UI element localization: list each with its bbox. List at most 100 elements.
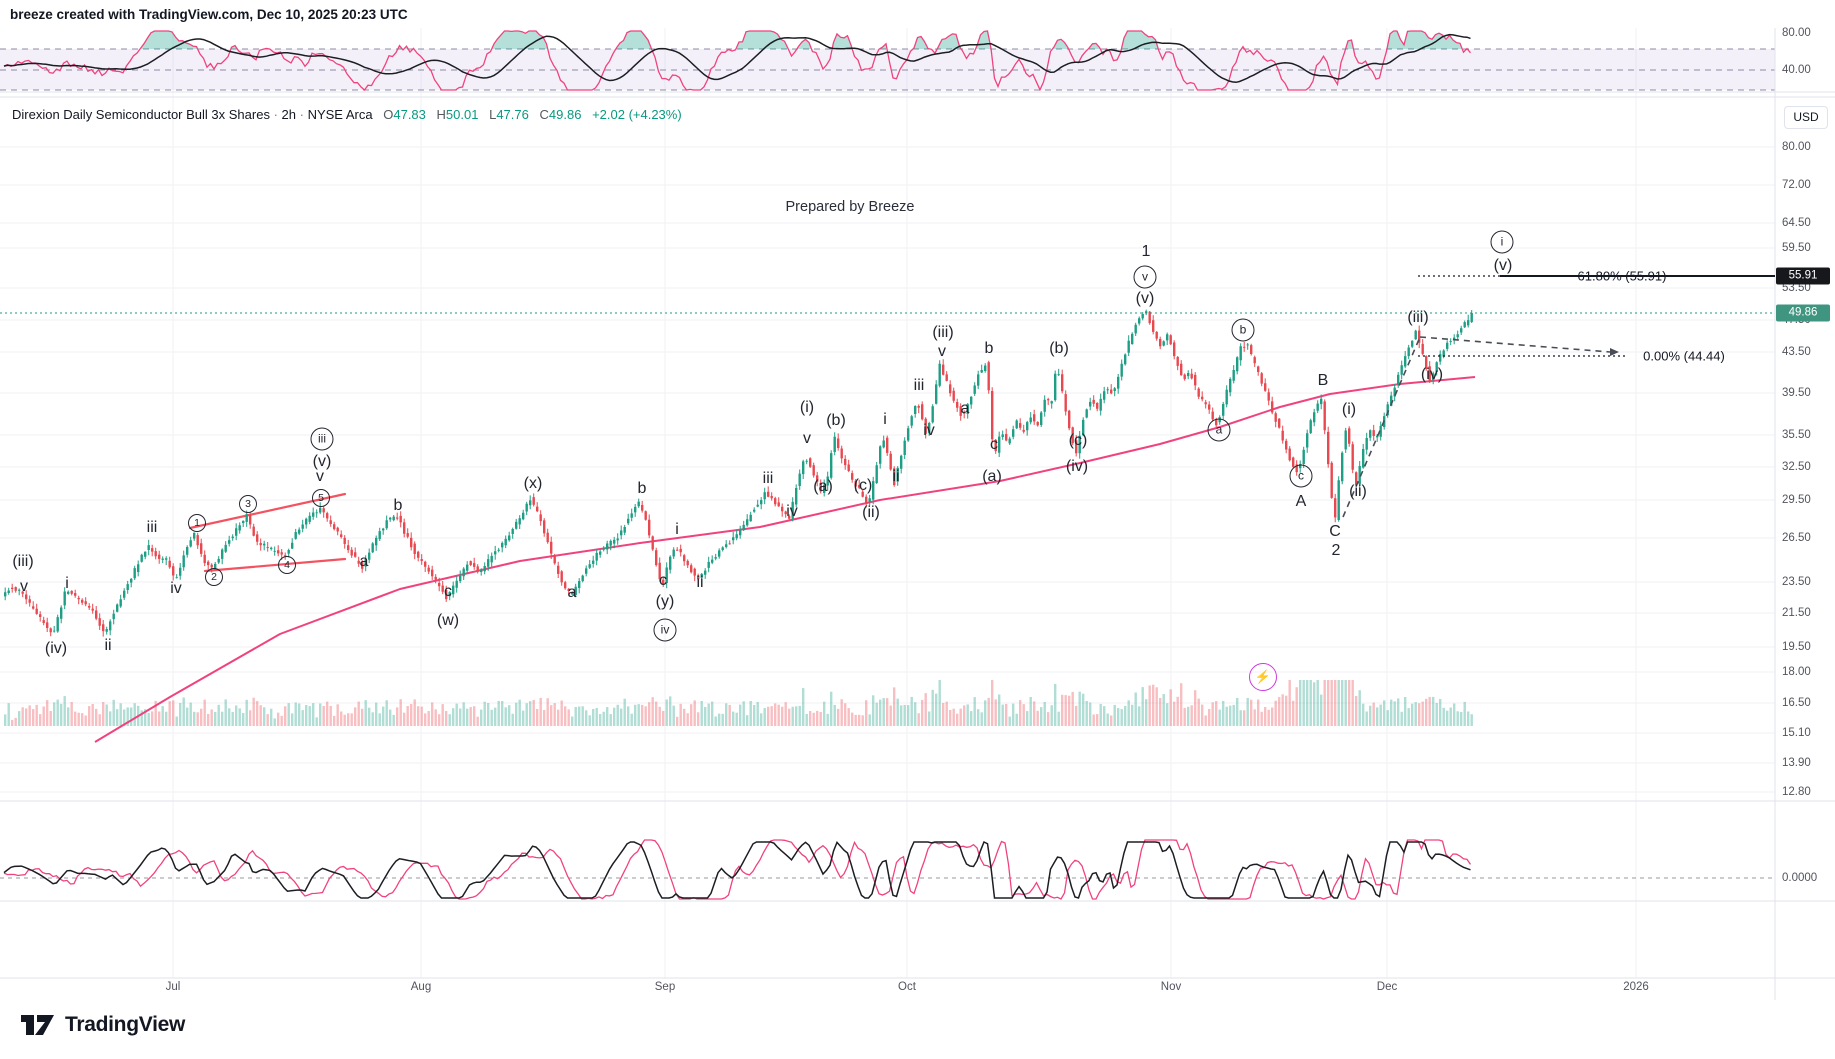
fib-level-label[interactable]: 61.80% (55.91): [1577, 268, 1667, 284]
wave-label[interactable]: v: [1133, 265, 1157, 289]
rsi-line[interactable]: [3, 30, 1471, 92]
price-axis-label[interactable]: 32.50: [1782, 461, 1811, 473]
wave-label[interactable]: (iv): [44, 640, 68, 657]
wave-label[interactable]: C: [1329, 523, 1341, 540]
wave-label[interactable]: v: [316, 468, 324, 485]
wave-label[interactable]: a: [1207, 418, 1231, 442]
wave-label[interactable]: (x): [523, 475, 543, 492]
price-axis-label[interactable]: 72.00: [1782, 179, 1811, 191]
wave-label[interactable]: (b): [826, 412, 846, 429]
price-axis-label[interactable]: 18.00: [1782, 666, 1811, 678]
symbol-legend[interactable]: Direxion Daily Semiconductor Bull 3x Sha…: [12, 107, 682, 122]
price-axis-label[interactable]: 53.50: [1782, 282, 1811, 294]
wave-label[interactable]: iii: [146, 519, 158, 536]
price-axis-label[interactable]: 80.00: [1782, 27, 1811, 39]
rsi-ma-line[interactable]: [3, 33, 1471, 84]
wave-label[interactable]: v: [20, 578, 28, 595]
price-axis-label[interactable]: 80.00: [1782, 141, 1811, 153]
wave-label[interactable]: c: [659, 572, 667, 589]
tradingview-logo[interactable]: TradingView: [20, 1012, 185, 1038]
wave-label[interactable]: (i): [1341, 401, 1357, 418]
dashed-projection-line[interactable]: [1419, 336, 1611, 353]
interval-label[interactable]: 2h: [281, 107, 296, 122]
price-axis-label[interactable]: 19.50: [1782, 641, 1811, 653]
wave-label[interactable]: (y): [655, 593, 675, 610]
wave-label[interactable]: v: [803, 430, 811, 447]
wave-label[interactable]: iii: [913, 377, 925, 394]
wave-label[interactable]: (iv): [1065, 458, 1089, 475]
price-axis-label[interactable]: 29.50: [1782, 494, 1811, 506]
price-axis-label[interactable]: 39.50: [1782, 387, 1811, 399]
symbol-name[interactable]: Direxion Daily Semiconductor Bull 3x Sha…: [12, 107, 270, 122]
boost-lightning-icon[interactable]: ⚡: [1249, 663, 1277, 691]
price-axis-label[interactable]: 64.50: [1782, 217, 1811, 229]
time-axis-label[interactable]: 2026: [1623, 981, 1649, 993]
wave-label[interactable]: a: [960, 400, 970, 417]
wave-label[interactable]: v: [938, 343, 946, 360]
wave-label[interactable]: 4: [278, 556, 296, 574]
wave-label[interactable]: c: [444, 583, 452, 600]
price-axis-label[interactable]: 16.50: [1782, 697, 1811, 709]
trendline[interactable]: [203, 557, 347, 573]
wave-label[interactable]: (iii): [1407, 309, 1429, 326]
wave-label[interactable]: iii: [310, 427, 334, 451]
wave-label[interactable]: 1: [188, 514, 206, 532]
price-axis-label[interactable]: 13.90: [1782, 757, 1811, 769]
wave-label[interactable]: i: [1490, 230, 1514, 254]
wave-label[interactable]: b: [984, 340, 994, 357]
wave-label[interactable]: B: [1317, 372, 1329, 389]
wave-label[interactable]: (b): [1049, 340, 1069, 357]
price-axis-label[interactable]: 12.80: [1782, 786, 1811, 798]
wave-label[interactable]: i: [883, 411, 887, 428]
wave-label[interactable]: (iv): [1420, 366, 1444, 383]
wave-label[interactable]: c: [990, 436, 998, 453]
wave-label[interactable]: 2: [205, 568, 223, 586]
wave-label[interactable]: i: [675, 521, 679, 538]
wave-label[interactable]: b: [637, 480, 647, 497]
price-axis-label[interactable]: 15.10: [1782, 727, 1811, 739]
wave-label[interactable]: iv: [923, 422, 935, 439]
wave-label[interactable]: c: [1289, 464, 1313, 488]
time-axis-label[interactable]: Oct: [898, 981, 916, 993]
wave-label[interactable]: ii: [104, 637, 112, 654]
price-axis-label[interactable]: 21.50: [1782, 607, 1811, 619]
wave-label[interactable]: a: [359, 553, 369, 570]
wave-label[interactable]: ii: [892, 468, 900, 485]
wave-label[interactable]: i: [65, 575, 69, 592]
wave-label[interactable]: (a): [982, 468, 1002, 485]
price-axis-label[interactable]: 40.00: [1782, 64, 1811, 76]
wave-label[interactable]: (c): [1068, 432, 1088, 449]
wave-label[interactable]: (i): [799, 399, 815, 416]
wave-label[interactable]: 3: [239, 495, 257, 513]
time-axis-label[interactable]: Nov: [1160, 981, 1182, 993]
wave-label[interactable]: (v): [1135, 290, 1155, 307]
wave-label[interactable]: (v): [1493, 257, 1513, 274]
price-axis-label[interactable]: 35.50: [1782, 429, 1811, 441]
wave-label[interactable]: (a): [813, 478, 833, 495]
wave-label[interactable]: (ii): [862, 504, 880, 521]
wave-label[interactable]: iv: [786, 503, 798, 520]
wave-label[interactable]: A: [1295, 493, 1307, 510]
price-axis-label[interactable]: 23.50: [1782, 576, 1811, 588]
time-axis-label[interactable]: Dec: [1376, 981, 1398, 993]
moving-average-line[interactable]: [94, 376, 1476, 743]
wave-label[interactable]: (iii): [932, 324, 954, 341]
wave-label[interactable]: b: [393, 497, 403, 514]
wave-label[interactable]: (c): [853, 477, 873, 494]
wave-label[interactable]: iv: [170, 580, 182, 597]
price-axis-label[interactable]: 43.50: [1782, 346, 1811, 358]
price-axis-label[interactable]: 26.50: [1782, 532, 1811, 544]
fib-level-label[interactable]: 0.00% (44.44): [1643, 348, 1725, 364]
currency-chip[interactable]: USD: [1784, 106, 1828, 129]
oscillator-axis-label[interactable]: 0.0000: [1782, 872, 1818, 884]
time-axis-label[interactable]: Jul: [165, 981, 181, 993]
wave-label[interactable]: 2: [1331, 542, 1341, 559]
wave-label[interactable]: 1: [1141, 243, 1151, 260]
wave-label[interactable]: (w): [436, 612, 460, 629]
price-axis-label[interactable]: 59.50: [1782, 242, 1811, 254]
wave-label[interactable]: iv: [653, 618, 677, 642]
wave-label[interactable]: 5: [312, 489, 330, 507]
wave-label[interactable]: (iii): [12, 553, 34, 570]
wave-label[interactable]: a: [567, 584, 577, 601]
